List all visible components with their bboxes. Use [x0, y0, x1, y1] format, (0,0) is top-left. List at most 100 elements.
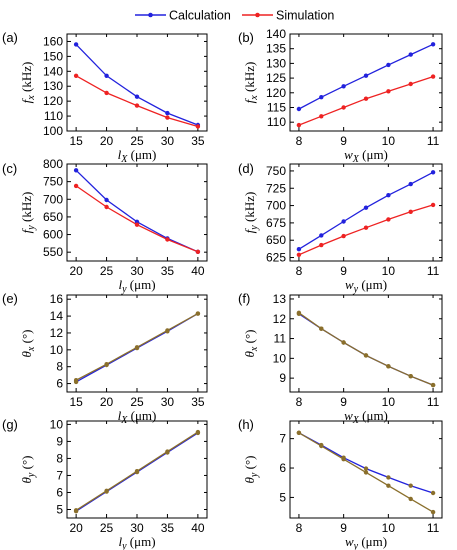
- y-axis-label: fy (kHz): [242, 192, 260, 234]
- data-point-simulation: [195, 249, 201, 254]
- data-point-calculation: [363, 73, 369, 78]
- data-point-simulation: [363, 353, 369, 358]
- y-tick-label: 110: [44, 109, 63, 123]
- data-point-simulation: [73, 183, 79, 189]
- y-tick-label: 750: [266, 164, 286, 178]
- x-tick-label: 10: [382, 521, 396, 535]
- x-axis-label: wX (μm): [344, 147, 388, 165]
- x-tick-label: 9: [340, 134, 347, 148]
- y-tick-label: 5: [56, 502, 63, 516]
- data-point-calculation: [430, 42, 436, 47]
- y-tick-label: 9: [56, 434, 63, 448]
- y-tick-label: 100: [43, 124, 63, 138]
- plot-frame: [289, 163, 443, 262]
- x-tick-label: 25: [100, 521, 114, 535]
- y-tick-label: 550: [43, 245, 63, 259]
- chart-panel-4: (d) 8 9 10 11 625 650 675 700 725 750 wy (μm) fy (kH…: [238, 161, 443, 295]
- data-point-simulation: [363, 470, 369, 475]
- y-tick-label: 140: [43, 64, 63, 78]
- x-tick-label: 20: [69, 521, 83, 535]
- y-tick-label: 700: [43, 192, 63, 206]
- chart-panel-7: (g) 20 25 30 35 40 5 6 7 8 9 10 ly (μm) θy (°): [2, 417, 208, 550]
- x-tick-label: 8: [296, 395, 303, 409]
- data-point-simulation: [319, 443, 324, 449]
- y-axis-label: fx (kHz): [242, 62, 260, 104]
- x-tick-label: 11: [427, 264, 440, 278]
- data-point-simulation: [195, 311, 201, 316]
- data-point-simulation: [408, 496, 413, 502]
- data-point-simulation: [319, 326, 324, 331]
- data-point-simulation: [341, 340, 346, 345]
- x-tick-label: 11: [427, 134, 440, 148]
- y-tick-label: 725: [266, 181, 286, 195]
- x-tick-label: 11: [427, 395, 440, 409]
- panel-label: (d): [238, 161, 254, 176]
- y-tick-label: 650: [43, 210, 63, 224]
- data-point-simulation: [386, 217, 391, 222]
- x-tick-label: 10: [382, 264, 396, 278]
- data-point-calculation: [386, 62, 391, 68]
- x-tick-label: 35: [191, 134, 205, 148]
- y-tick-label: 7: [279, 432, 286, 446]
- data-point-calculation: [319, 233, 324, 238]
- panel-label: (g): [2, 417, 18, 432]
- y-axis-label: θx (°): [19, 330, 37, 358]
- data-point-simulation: [195, 429, 201, 435]
- data-point-simulation: [341, 457, 346, 462]
- y-tick-label: 120: [266, 86, 286, 100]
- series-line-calculation: [75, 43, 199, 126]
- y-tick-label: 675: [266, 216, 286, 230]
- data-point-calculation: [296, 106, 302, 112]
- y-tick-label: 5: [279, 490, 286, 504]
- y-axis-label: θx (°): [242, 330, 260, 358]
- data-point-calculation: [296, 247, 302, 252]
- x-tick-label: 9: [340, 521, 347, 535]
- data-point-simulation: [195, 124, 201, 129]
- data-point-calculation: [386, 475, 391, 480]
- y-tick-label: 135: [266, 42, 286, 56]
- y-tick-label: 125: [266, 71, 286, 85]
- y-tick-label: 9: [279, 371, 286, 385]
- data-point-calculation: [363, 205, 369, 210]
- y-tick-label: 650: [266, 233, 286, 247]
- data-point-calculation: [73, 42, 79, 47]
- data-point-simulation: [408, 374, 413, 379]
- x-axis-label: ly (μm): [118, 277, 155, 295]
- x-tick-label: 10: [382, 395, 396, 409]
- x-tick-label: 40: [191, 264, 205, 278]
- y-tick-label: 700: [266, 199, 286, 213]
- plot-frame: [289, 420, 443, 519]
- y-tick-label: 12: [50, 326, 64, 340]
- data-point-simulation: [296, 310, 302, 315]
- legend: Calculation Simulation: [135, 9, 334, 23]
- x-tick-label: 30: [130, 521, 144, 535]
- y-axis-label: θy (°): [242, 456, 260, 484]
- panel-label: (e): [2, 291, 18, 306]
- legend-label-simulation: Simulation: [276, 9, 334, 23]
- panel-label: (h): [238, 417, 254, 432]
- data-point-calculation: [408, 52, 413, 57]
- y-axis-label: θy (°): [19, 456, 37, 484]
- y-tick-label: 8: [56, 451, 63, 465]
- legend-label-calculation: Calculation: [169, 9, 231, 23]
- x-tick-label: 25: [130, 395, 144, 409]
- data-point-simulation: [73, 508, 79, 513]
- data-point-simulation: [134, 469, 140, 474]
- data-point-simulation: [430, 202, 436, 208]
- plot-frame: [289, 294, 443, 393]
- x-tick-label: 8: [296, 264, 303, 278]
- y-tick-label: 14: [50, 309, 64, 323]
- data-point-simulation: [386, 364, 391, 369]
- data-point-calculation: [341, 219, 346, 224]
- data-point-simulation: [408, 209, 413, 214]
- y-tick-label: 6: [56, 485, 63, 499]
- x-tick-label: 9: [340, 264, 347, 278]
- y-tick-label: 140: [266, 27, 286, 41]
- data-point-simulation: [134, 222, 140, 227]
- legend-marker-simulation: [255, 12, 260, 18]
- data-point-simulation: [386, 483, 391, 488]
